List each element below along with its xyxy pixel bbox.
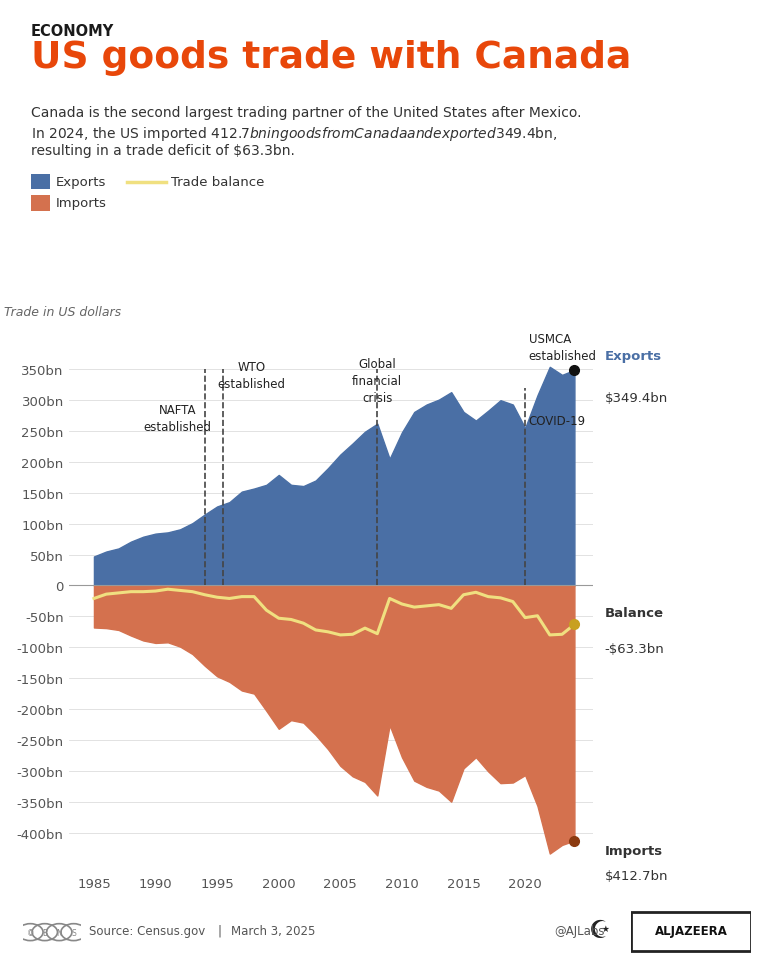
FancyBboxPatch shape (631, 912, 751, 951)
Text: WTO
established: WTO established (218, 360, 286, 390)
Text: Trade balance: Trade balance (171, 176, 264, 189)
Text: $412.7bn: $412.7bn (604, 870, 668, 882)
Text: Global
financial
crisis: Global financial crisis (352, 357, 403, 405)
Text: Imports: Imports (55, 197, 106, 210)
Text: COVID-19: COVID-19 (529, 414, 586, 428)
Text: ALJAZEERA: ALJAZEERA (654, 924, 728, 937)
Text: USMCA
established: USMCA established (529, 333, 597, 363)
Text: Exports: Exports (55, 176, 105, 189)
Text: N: N (56, 927, 62, 937)
Text: Canada is the second largest trading partner of the United States after Mexico.: Canada is the second largest trading par… (31, 106, 581, 120)
Text: Imports: Imports (604, 845, 662, 857)
Text: Trade in US dollars: Trade in US dollars (4, 306, 121, 319)
Text: $349.4bn: $349.4bn (604, 392, 668, 405)
Text: Balance: Balance (604, 606, 664, 619)
Text: B: B (42, 927, 47, 937)
Text: S: S (72, 927, 76, 937)
Text: ☪: ☪ (588, 919, 611, 942)
Text: Exports: Exports (604, 350, 661, 363)
Text: ECONOMY: ECONOMY (31, 24, 114, 39)
Text: In 2024, the US imported $412.7bn in goods from Canada and exported $349.4bn,: In 2024, the US imported $412.7bn in goo… (31, 125, 557, 143)
Text: March 3, 2025: March 3, 2025 (231, 924, 316, 937)
Text: @AJLabs: @AJLabs (554, 924, 605, 937)
Text: NAFTA
established: NAFTA established (144, 404, 212, 433)
Text: US goods trade with Canada: US goods trade with Canada (31, 40, 631, 76)
Text: ©: © (27, 927, 34, 937)
Text: -$63.3bn: -$63.3bn (604, 642, 665, 655)
Text: resulting in a trade deficit of $63.3bn.: resulting in a trade deficit of $63.3bn. (31, 144, 295, 159)
Text: |: | (217, 924, 222, 937)
Text: Source: Census.gov: Source: Census.gov (89, 924, 205, 937)
